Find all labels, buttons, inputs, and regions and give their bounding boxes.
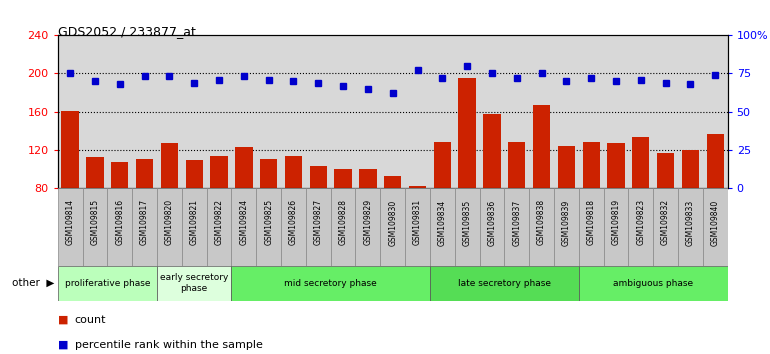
Bar [132,188,157,266]
Bar [260,159,277,188]
Bar [359,169,377,188]
Bar [186,160,203,188]
Bar [405,188,430,266]
Bar [533,105,551,188]
Bar [480,188,504,266]
Text: GSM109821: GSM109821 [189,199,199,245]
Bar [206,188,232,266]
Bar [579,266,728,301]
Text: GSM109816: GSM109816 [116,199,124,245]
Bar [281,188,306,266]
Text: GSM109830: GSM109830 [388,199,397,246]
Bar [681,149,699,188]
Bar [285,156,302,188]
Text: proliferative phase: proliferative phase [65,279,150,288]
Bar [58,188,82,266]
Text: GSM109840: GSM109840 [711,199,720,246]
Text: GSM109815: GSM109815 [90,199,99,245]
Text: count: count [75,315,106,325]
Text: GSM109827: GSM109827 [313,199,323,245]
Bar [384,176,401,188]
Bar [356,188,380,266]
Text: GSM109817: GSM109817 [140,199,149,245]
Text: ■: ■ [58,315,69,325]
Text: GSM109838: GSM109838 [537,199,546,245]
Bar [409,186,427,188]
Bar [330,188,356,266]
Text: ■: ■ [58,340,69,350]
Bar [434,142,451,188]
Text: GSM109828: GSM109828 [339,199,347,245]
Bar [632,137,649,188]
Bar [111,162,129,188]
Bar [232,266,430,301]
Text: percentile rank within the sample: percentile rank within the sample [75,340,263,350]
Bar [458,78,476,188]
Text: GSM109835: GSM109835 [463,199,472,246]
Text: late secretory phase: late secretory phase [458,279,551,288]
Bar [703,188,728,266]
Bar [157,266,232,301]
Bar [182,188,206,266]
Bar [484,114,500,188]
Bar [604,188,628,266]
Text: GSM109836: GSM109836 [487,199,497,246]
Bar [210,156,228,188]
Text: GSM109825: GSM109825 [264,199,273,245]
Text: GSM109831: GSM109831 [413,199,422,245]
Bar [608,143,624,188]
Text: GSM109818: GSM109818 [587,199,596,245]
Bar [657,153,675,188]
Text: GSM109839: GSM109839 [562,199,571,246]
Text: GSM109837: GSM109837 [512,199,521,246]
Bar [504,188,529,266]
Bar [430,188,455,266]
Bar [579,188,604,266]
Text: GSM109814: GSM109814 [65,199,75,245]
Bar [678,188,703,266]
Bar [62,110,79,188]
Text: GSM109824: GSM109824 [239,199,249,245]
Text: mid secretory phase: mid secretory phase [284,279,377,288]
Text: GSM109822: GSM109822 [215,199,223,245]
Bar [107,188,132,266]
Text: GSM109823: GSM109823 [636,199,645,245]
Text: other  ▶: other ▶ [12,278,54,288]
Bar [707,135,724,188]
Bar [554,188,579,266]
Bar [582,142,600,188]
Bar [430,266,579,301]
Bar [256,188,281,266]
Text: GSM109834: GSM109834 [438,199,447,246]
Bar [58,266,157,301]
Bar [628,188,653,266]
Bar [157,188,182,266]
Bar [334,169,352,188]
Text: GSM109826: GSM109826 [289,199,298,245]
Bar [380,188,405,266]
Bar [235,147,253,188]
Bar [455,188,480,266]
Text: GSM109829: GSM109829 [363,199,373,245]
Text: GSM109819: GSM109819 [611,199,621,245]
Bar [310,166,327,188]
Bar [508,142,525,188]
Text: GSM109832: GSM109832 [661,199,670,245]
Bar [306,188,330,266]
Text: early secretory
phase: early secretory phase [160,274,229,293]
Text: GSM109833: GSM109833 [686,199,695,246]
Text: GSM109820: GSM109820 [165,199,174,245]
Bar [529,188,554,266]
Bar [136,159,153,188]
Text: ambiguous phase: ambiguous phase [613,279,693,288]
Bar [653,188,678,266]
Bar [161,143,178,188]
Bar [82,188,107,266]
Bar [86,157,104,188]
Bar [557,146,575,188]
Bar [232,188,256,266]
Text: GDS2052 / 233877_at: GDS2052 / 233877_at [58,25,196,38]
